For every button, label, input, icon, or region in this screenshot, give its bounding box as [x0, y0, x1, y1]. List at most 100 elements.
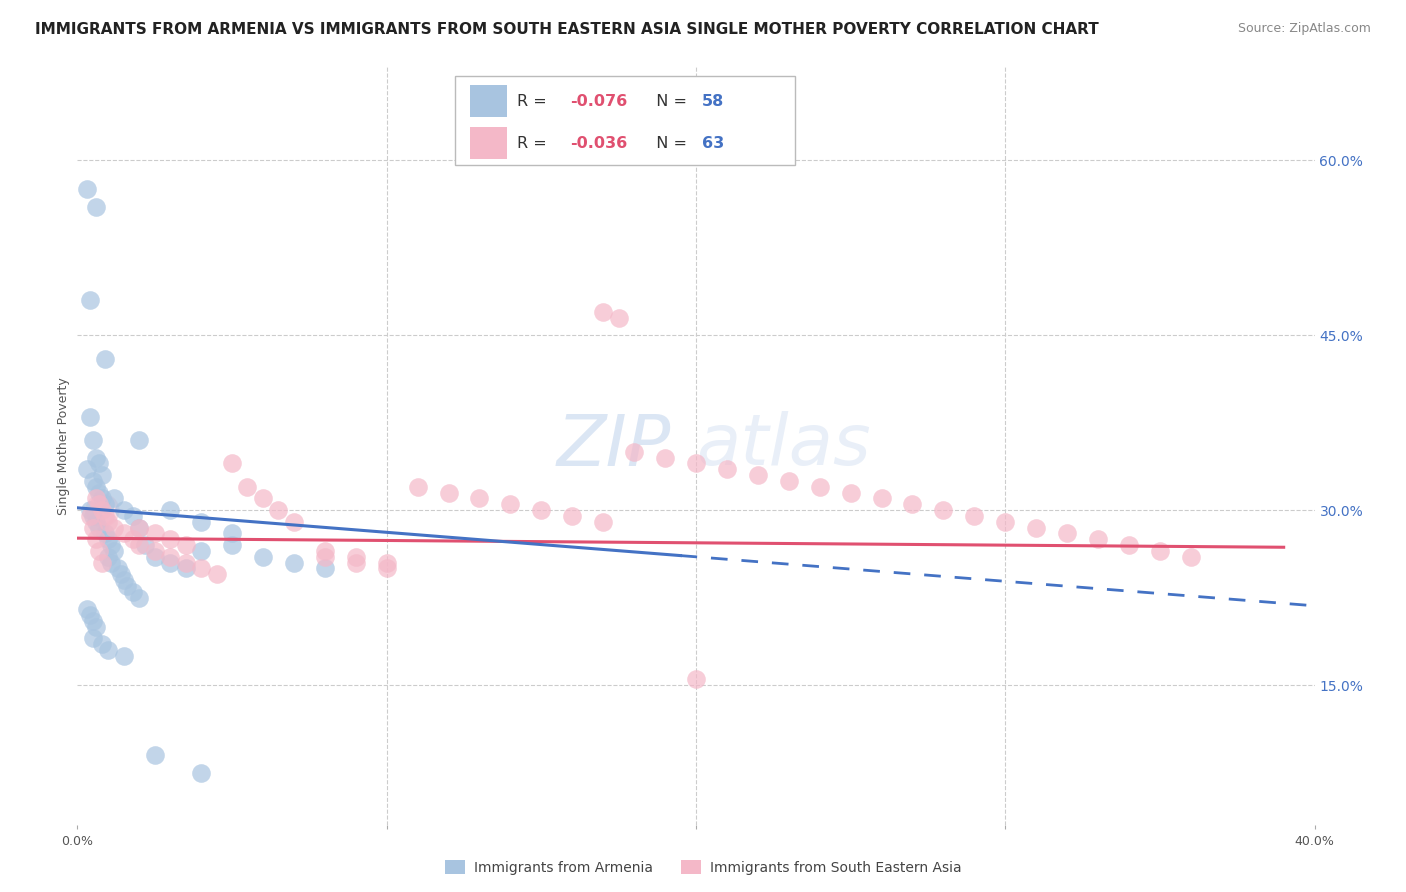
Point — [82, 614, 104, 628]
Point — [128, 591, 150, 605]
Point — [79, 293, 101, 308]
Point — [82, 474, 104, 488]
Point — [97, 533, 120, 547]
Point — [1056, 526, 1078, 541]
Point — [174, 561, 197, 575]
Point — [1118, 538, 1140, 552]
Point — [87, 457, 110, 471]
Point — [159, 503, 181, 517]
Text: -0.076: -0.076 — [569, 94, 627, 109]
Point — [159, 549, 181, 564]
Point — [82, 508, 104, 523]
Bar — [470, 85, 506, 117]
Point — [84, 450, 107, 465]
Point — [84, 491, 107, 506]
Point — [530, 503, 553, 517]
Point — [716, 462, 738, 476]
Point — [122, 508, 145, 523]
Point — [87, 521, 110, 535]
Point — [94, 526, 117, 541]
Point — [1087, 533, 1109, 547]
Point — [778, 474, 800, 488]
Point — [1149, 544, 1171, 558]
Point — [84, 620, 107, 634]
Point — [901, 497, 924, 511]
Point — [685, 457, 707, 471]
Point — [94, 497, 117, 511]
Point — [143, 526, 166, 541]
Point — [174, 556, 197, 570]
Point — [808, 480, 831, 494]
Point — [267, 503, 290, 517]
Point — [252, 549, 274, 564]
Point — [314, 561, 336, 575]
Point — [103, 521, 125, 535]
Point — [97, 515, 120, 529]
Text: N =: N = — [647, 94, 693, 109]
Point — [344, 549, 367, 564]
Text: Source: ZipAtlas.com: Source: ZipAtlas.com — [1237, 22, 1371, 36]
Point — [128, 538, 150, 552]
Point — [91, 556, 114, 570]
Point — [190, 561, 212, 575]
FancyBboxPatch shape — [454, 76, 794, 166]
Point — [84, 515, 107, 529]
Point — [79, 409, 101, 424]
Point — [84, 533, 107, 547]
Point — [87, 544, 110, 558]
Point — [932, 503, 955, 517]
Point — [375, 561, 398, 575]
Point — [236, 480, 259, 494]
Point — [94, 508, 117, 523]
Point — [112, 526, 135, 541]
Point — [283, 515, 305, 529]
Point — [654, 450, 676, 465]
Text: 63: 63 — [702, 136, 724, 151]
Point — [112, 573, 135, 587]
Point — [685, 673, 707, 687]
Point — [143, 748, 166, 763]
Point — [174, 538, 197, 552]
Point — [79, 503, 101, 517]
Point — [205, 567, 228, 582]
Text: R =: R = — [516, 94, 551, 109]
Point — [283, 556, 305, 570]
Point — [79, 608, 101, 623]
Point — [122, 533, 145, 547]
Point — [84, 480, 107, 494]
Point — [97, 643, 120, 657]
Point — [190, 544, 212, 558]
Y-axis label: Single Mother Poverty: Single Mother Poverty — [58, 377, 70, 515]
Point — [91, 503, 114, 517]
Point — [747, 468, 769, 483]
Point — [221, 526, 243, 541]
Point — [190, 765, 212, 780]
Point — [122, 584, 145, 599]
Bar — [470, 128, 506, 159]
Text: IMMIGRANTS FROM ARMENIA VS IMMIGRANTS FROM SOUTH EASTERN ASIA SINGLE MOTHER POVE: IMMIGRANTS FROM ARMENIA VS IMMIGRANTS FR… — [35, 22, 1099, 37]
Point — [82, 433, 104, 447]
Point — [128, 521, 150, 535]
Text: -0.036: -0.036 — [569, 136, 627, 151]
Point — [107, 561, 129, 575]
Point — [314, 549, 336, 564]
Point — [76, 602, 98, 616]
Point — [143, 549, 166, 564]
Point — [94, 351, 117, 366]
Point — [91, 503, 114, 517]
Point — [623, 445, 645, 459]
Point — [76, 462, 98, 476]
Point — [143, 544, 166, 558]
Point — [375, 556, 398, 570]
Text: N =: N = — [647, 136, 693, 151]
Point — [112, 503, 135, 517]
Point — [499, 497, 522, 511]
Point — [91, 491, 114, 506]
Point — [128, 521, 150, 535]
Point — [221, 457, 243, 471]
Point — [134, 538, 156, 552]
Text: R =: R = — [516, 136, 551, 151]
Text: ZIP: ZIP — [557, 411, 671, 481]
Point — [252, 491, 274, 506]
Text: 58: 58 — [702, 94, 724, 109]
